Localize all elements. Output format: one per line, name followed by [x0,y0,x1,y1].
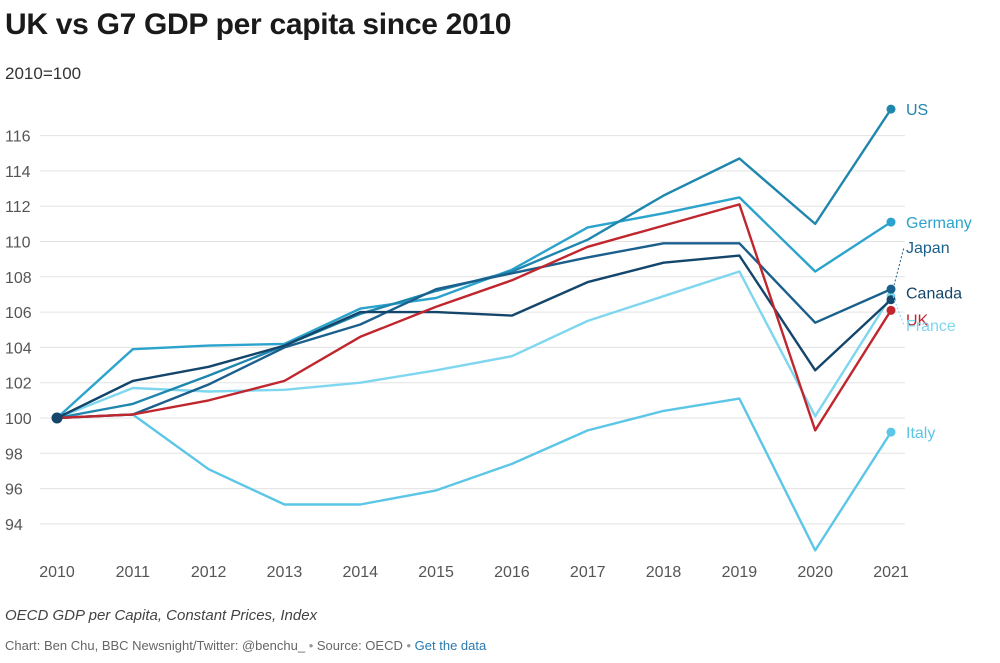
series-line-canada [55,254,893,420]
chart-title: UK vs G7 GDP per capita since 2010 [5,8,512,41]
leader-line-japan [892,247,905,290]
source-text: Source: OECD [316,638,403,653]
chart-credit: Chart: Ben Chu, BBC Newsnight/Twitter: @… [5,638,486,653]
separator-2: • [406,638,412,653]
chart-footnote: OECD GDP per Capita, Constant Prices, In… [5,607,318,624]
series-line-germany [55,196,893,420]
y-tick-label: 94 [5,517,23,534]
series-label-japan: Japan [906,240,950,257]
series-line-uk [55,203,893,432]
x-tick-label: 2017 [570,564,606,581]
series-label-france: France [906,318,956,335]
y-tick-label: 114 [5,164,31,181]
series-line-italy [55,397,893,552]
series-label-italy: Italy [906,425,935,442]
get-data-link[interactable]: Get the data [414,638,487,653]
y-tick-label: 110 [5,235,31,252]
chart-subtitle: 2010=100 [5,64,82,83]
x-tick-label: 2016 [494,564,530,581]
endpoint-dot-italy [886,427,896,437]
separator-1: • [308,638,314,653]
series-label-germany: Germany [906,215,972,232]
y-tick-label: 108 [5,270,32,287]
x-tick-label: 2015 [418,564,454,581]
y-tick-label: 96 [5,482,23,499]
x-tick-label: 2010 [39,564,75,581]
start-dot [51,412,63,424]
x-tick-label: 2013 [267,564,303,581]
endpoint-dot-canada [886,295,896,305]
y-tick-label: 102 [5,376,32,393]
endpoint-dot-uk [886,305,896,315]
endpoint-dot-us [886,104,896,114]
series-label-uk: UK [906,312,929,329]
y-tick-label: 104 [5,340,32,357]
y-tick-label: 112 [5,199,31,216]
x-tick-label: 2011 [116,564,151,581]
credit-text: Chart: Ben Chu, BBC Newsnight/Twitter: @… [5,638,306,653]
series-label-us: US [906,102,928,119]
line-chart: 94 96 98 100 102 104 106 108 110 112 114 116 2010 20… [5,102,972,581]
series-label-canada: Canada [906,286,962,303]
y-tick-label: 98 [5,446,23,463]
series-line-france [55,270,893,420]
x-tick-label: 2014 [342,564,378,581]
x-tick-label: 2018 [646,564,682,581]
endpoint-dot-germany [886,217,896,227]
x-tick-label: 2012 [191,564,227,581]
y-tick-label: 100 [5,411,32,428]
x-tick-label: 2020 [797,564,833,581]
series-line-japan [55,242,893,420]
x-tick-label: 2021 [873,564,909,581]
x-tick-label: 2019 [722,564,758,581]
y-tick-label: 116 [5,129,31,146]
leader-line-france [892,296,905,326]
endpoint-dot-japan [886,284,896,294]
y-tick-label: 106 [5,305,32,322]
